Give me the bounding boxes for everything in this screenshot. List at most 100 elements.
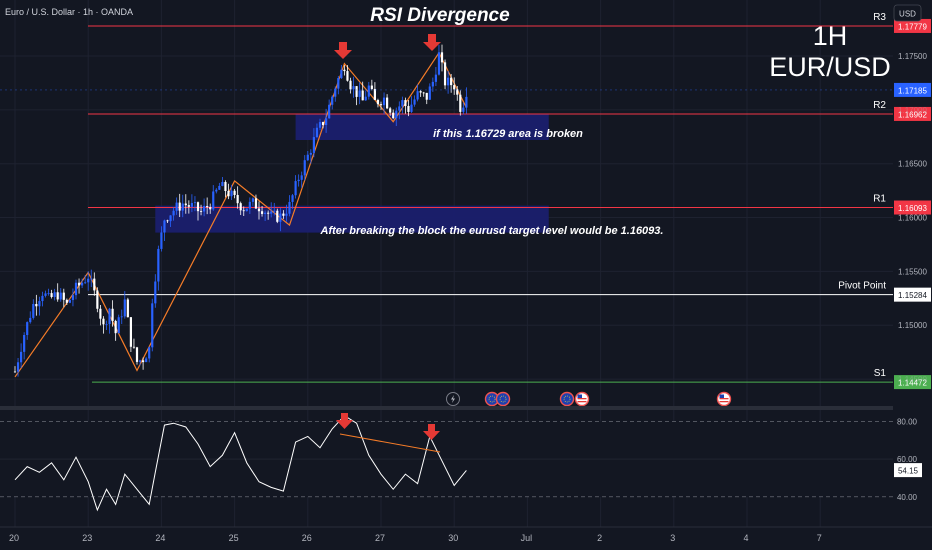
candle[interactable] [349,77,352,94]
candle[interactable] [56,283,59,302]
candle[interactable] [321,121,325,129]
pane-separator[interactable] [0,406,893,410]
candle[interactable] [401,96,404,114]
candle[interactable] [187,200,190,214]
candle[interactable] [315,123,319,138]
candle[interactable] [239,201,242,216]
candle[interactable] [300,171,303,188]
candle[interactable] [224,180,227,198]
rsi-axis[interactable]: 80.00 60.00 40.00 54.15 [894,417,922,502]
candle[interactable] [44,290,47,298]
eu-flag-icon[interactable] [495,391,511,407]
candle[interactable] [352,76,355,98]
candle[interactable] [318,118,322,131]
candle[interactable] [291,193,294,209]
candle[interactable] [340,64,343,79]
candle[interactable] [151,298,154,352]
candle[interactable] [331,95,334,110]
candle[interactable] [209,203,212,214]
lightning-icon[interactable] [446,392,460,406]
candle[interactable] [376,98,380,108]
candle[interactable] [212,185,215,211]
candle[interactable] [105,320,108,330]
candle[interactable] [138,359,142,366]
candle[interactable] [218,182,221,190]
candle[interactable] [398,101,401,120]
candle[interactable] [386,94,389,110]
candle[interactable] [236,186,239,209]
candle[interactable] [123,291,126,319]
candle[interactable] [35,294,38,316]
candle[interactable] [117,314,120,334]
candle[interactable] [148,346,151,363]
candle[interactable] [120,309,123,325]
candle[interactable] [93,272,96,296]
candle[interactable] [175,197,178,215]
candle[interactable] [425,92,428,105]
candle[interactable] [276,208,279,224]
candle[interactable] [334,86,337,102]
candle[interactable] [99,304,102,326]
candle[interactable] [251,197,254,206]
candle[interactable] [407,100,410,117]
candle[interactable] [248,197,251,214]
candle[interactable] [440,44,444,72]
symbol-info[interactable]: Euro / U.S. Dollar · 1h · OANDA [5,7,133,17]
candle[interactable] [114,319,117,341]
candle[interactable] [312,128,315,158]
candle[interactable] [325,108,328,133]
candle[interactable] [294,175,297,199]
candle[interactable] [23,332,26,360]
candle[interactable] [16,357,20,377]
candle[interactable] [453,77,456,95]
candle[interactable] [465,87,468,114]
candle[interactable] [447,70,450,94]
candle[interactable] [367,81,370,100]
candle[interactable] [20,343,23,368]
candle[interactable] [190,194,193,213]
candle[interactable] [62,288,65,308]
candle[interactable] [431,77,434,92]
candle[interactable] [337,75,340,95]
candle[interactable] [306,151,309,162]
candle[interactable] [206,197,209,215]
candle[interactable] [169,215,172,227]
candle[interactable] [328,99,331,119]
candle[interactable] [193,196,197,212]
candle[interactable] [81,278,84,288]
candle[interactable] [410,96,413,113]
candle[interactable] [90,269,93,287]
candle[interactable] [459,90,462,116]
candle[interactable] [364,90,367,101]
candle[interactable] [41,291,44,307]
candle[interactable] [395,107,398,127]
candle[interactable] [257,201,261,220]
candle[interactable] [242,206,245,217]
candle[interactable] [163,219,166,242]
candle[interactable] [267,210,270,220]
candle[interactable] [108,307,111,334]
candle[interactable] [203,198,206,217]
candle[interactable] [428,83,431,100]
eu-flag-icon[interactable] [559,391,575,407]
candles-layer[interactable] [13,44,468,377]
candle[interactable] [178,193,181,218]
candle[interactable] [273,202,276,216]
candle[interactable] [142,357,145,370]
candle[interactable] [154,274,157,308]
candle[interactable] [126,297,129,318]
candle[interactable] [184,194,187,214]
candle[interactable] [392,109,395,120]
candle[interactable] [285,204,288,222]
candle[interactable] [84,275,87,285]
candle[interactable] [416,84,419,102]
candle[interactable] [181,194,184,218]
candle[interactable] [270,202,273,218]
candle[interactable] [145,356,148,363]
candle[interactable] [309,149,312,164]
candle[interactable] [254,194,258,209]
candle[interactable] [437,44,441,76]
candle[interactable] [160,226,163,252]
candle[interactable] [462,102,465,115]
candle[interactable] [199,204,203,216]
